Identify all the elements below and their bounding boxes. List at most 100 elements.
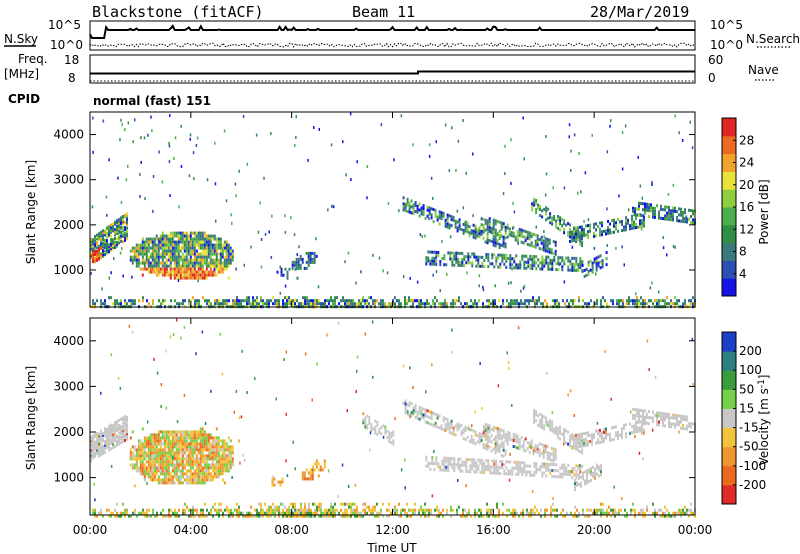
power-cell <box>682 302 684 306</box>
power-cell <box>187 243 190 247</box>
velocity-cell <box>338 511 340 515</box>
power-cell <box>636 296 638 300</box>
velocity-cell <box>149 460 152 464</box>
power-cell <box>648 203 650 207</box>
velocity-cell <box>453 463 456 467</box>
velocity-cell <box>487 459 490 463</box>
power-cell <box>98 234 100 237</box>
velocity-cell <box>517 464 520 467</box>
velocity-cell <box>374 431 377 435</box>
power-cell <box>409 276 411 280</box>
power-cell <box>211 261 214 265</box>
power-cell <box>191 240 194 244</box>
power-cell <box>528 234 531 238</box>
velocity-cell <box>94 446 96 449</box>
velocity-cell <box>268 508 270 512</box>
velocity-cell <box>276 508 278 512</box>
velocity-cell <box>541 414 544 418</box>
velocity-cell <box>579 436 581 439</box>
power-cell <box>462 206 465 210</box>
power-cell <box>187 252 190 256</box>
velocity-cell <box>376 420 379 424</box>
power-cell <box>424 234 426 238</box>
velocity-cell <box>173 466 176 470</box>
velocity-cell <box>264 511 266 515</box>
velocity-cell <box>189 454 192 458</box>
power-cell <box>456 220 459 224</box>
velocity-cell <box>124 418 126 422</box>
power-cell <box>513 257 516 261</box>
power-cell <box>252 302 254 306</box>
power-cell <box>618 302 620 306</box>
velocity-cell <box>137 451 140 455</box>
power-cell <box>398 299 400 303</box>
velocity-cell <box>98 454 100 458</box>
velocity-cell <box>420 412 423 416</box>
power-cell <box>568 135 570 139</box>
velocity-cell <box>296 511 298 515</box>
power-cell <box>246 302 248 306</box>
velocity-cell <box>152 511 154 515</box>
velocity-cell <box>465 458 468 461</box>
power-cell <box>147 267 150 271</box>
power-cell <box>126 223 128 226</box>
power-cell <box>179 258 182 262</box>
power-cell <box>173 246 176 250</box>
power-cell <box>173 243 176 247</box>
power-cell <box>114 240 116 244</box>
velocity-cell <box>169 454 172 458</box>
power-cell <box>232 299 234 303</box>
velocity-cell <box>430 411 433 414</box>
velocity-cell <box>207 472 210 476</box>
velocity-cell <box>223 460 226 464</box>
velocity-cell <box>169 430 172 434</box>
velocity-cell <box>90 455 92 459</box>
velocity-cell <box>142 511 144 515</box>
power-cell <box>223 129 226 133</box>
velocity-cell <box>272 511 274 515</box>
power-cell <box>482 230 485 234</box>
power-cell <box>414 210 417 213</box>
power-cell <box>134 299 136 303</box>
power-cell <box>518 302 520 306</box>
power-cell <box>112 229 114 233</box>
power-cell <box>207 252 210 256</box>
velocity-cell <box>569 438 571 442</box>
velocity-cell <box>328 514 330 518</box>
power-cell <box>153 240 156 244</box>
velocity-cell <box>194 514 196 518</box>
velocity-cell <box>488 430 491 434</box>
velocity-cell <box>625 435 627 439</box>
power-cell <box>92 256 94 260</box>
power-cell <box>444 299 446 303</box>
velocity-cell <box>547 462 550 466</box>
power-cell <box>168 144 171 148</box>
velocity-cell <box>557 433 560 437</box>
velocity-cell <box>509 469 512 473</box>
velocity-cell <box>153 436 156 440</box>
velocity-cell <box>272 502 274 506</box>
power-cell <box>98 253 100 257</box>
velocity-cell <box>118 424 120 428</box>
velocity-cell <box>225 469 228 473</box>
velocity-cell <box>496 433 499 437</box>
velocity-cell <box>540 452 543 456</box>
power-cell <box>177 264 180 268</box>
velocity-cell <box>228 508 230 512</box>
power-cell <box>260 296 262 300</box>
velocity-cell <box>662 418 664 422</box>
power-cell <box>475 258 478 262</box>
velocity-cell <box>92 438 94 442</box>
velocity-cell <box>680 414 682 418</box>
velocity-cell <box>147 451 150 455</box>
power-cell <box>607 225 609 229</box>
nave-tick-top: 60 <box>708 53 723 67</box>
velocity-cell <box>165 445 168 449</box>
power-cell <box>443 254 446 258</box>
velocity-cell <box>416 416 419 420</box>
velocity-cell <box>406 511 408 515</box>
power-cell <box>549 258 552 262</box>
power-cell <box>195 234 198 238</box>
velocity-cell <box>463 460 466 464</box>
power-cell <box>167 258 170 262</box>
